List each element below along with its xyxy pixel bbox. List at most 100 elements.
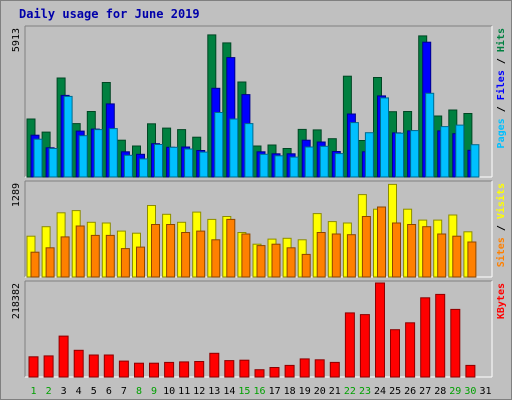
legend-item-sites: Sites	[495, 237, 507, 267]
bar-pages-day-7	[123, 154, 133, 178]
x-tick-label-13: 13	[208, 386, 220, 397]
bar-sites-day-28	[437, 233, 447, 278]
legend-kbytes: KBytes	[496, 283, 507, 319]
bar-kbytes-day-26	[405, 322, 416, 378]
bar-pages-day-4	[78, 135, 88, 178]
bar-sites-day-6	[105, 234, 115, 278]
legend-separator: /	[496, 219, 507, 237]
x-tick-label-31: 31	[479, 386, 491, 397]
bar-kbytes-day-19	[299, 358, 310, 378]
bar-pages-day-1	[33, 138, 43, 178]
bar-kbytes-day-23	[359, 314, 370, 378]
x-tick-label-10: 10	[163, 386, 175, 397]
bar-kbytes-day-15	[239, 359, 250, 378]
bar-kbytes-day-5	[88, 354, 99, 378]
bar-sites-day-9	[151, 224, 160, 278]
x-tick-label-28: 28	[434, 386, 446, 397]
x-tick-label-30: 30	[464, 386, 476, 397]
bar-sites-day-27	[422, 226, 432, 278]
x-tick-label-22: 22	[344, 386, 356, 397]
bar-sites-day-5	[90, 234, 100, 278]
bar-kbytes-day-17	[269, 367, 280, 378]
bar-sites-day-8	[136, 246, 145, 278]
bar-pages-day-28	[440, 126, 450, 178]
bar-pages-day-27	[425, 92, 435, 178]
bar-pages-day-10	[169, 146, 179, 178]
bar-sites-day-4	[75, 225, 85, 278]
bar-kbytes-day-21	[329, 361, 340, 378]
x-tick-label-2: 2	[46, 386, 52, 397]
x-tick-label-25: 25	[389, 386, 401, 397]
bar-pages-day-3	[63, 95, 73, 178]
bar-kbytes-day-30	[465, 364, 476, 378]
max-value-label: 5913	[11, 28, 22, 52]
bar-pages-day-22	[349, 122, 359, 178]
max-value-label: 218382	[11, 283, 22, 319]
legend-item-kbytes: KBytes	[496, 283, 507, 319]
bar-kbytes-day-2	[43, 355, 54, 378]
bar-pages-day-11	[184, 148, 194, 178]
bar-sites-day-30	[467, 241, 477, 278]
bar-pages-day-17	[274, 155, 284, 178]
bar-sites-day-22	[346, 234, 356, 278]
bar-pages-day-15	[244, 123, 254, 178]
legend-item-visits: Visits	[495, 183, 507, 219]
bar-pages-day-8	[139, 158, 148, 178]
legend-separator: /	[496, 100, 507, 118]
bar-kbytes-day-10	[164, 361, 175, 378]
bar-pages-day-12	[199, 151, 209, 178]
bar-kbytes-day-3	[58, 335, 69, 378]
x-tick-label-5: 5	[91, 386, 97, 397]
x-tick-label-15: 15	[238, 386, 250, 397]
x-tick-label-7: 7	[121, 386, 127, 397]
x-tick-label-21: 21	[329, 386, 341, 397]
x-tick-label-16: 16	[253, 386, 265, 397]
legend-hits-files-pages: Pages / Files / Hits	[495, 28, 507, 148]
bar-kbytes-day-13	[209, 352, 220, 378]
bar-pages-day-18	[289, 156, 299, 178]
bar-sites-day-7	[120, 248, 130, 278]
legend-item-hits: Hits	[495, 28, 507, 52]
bar-sites-day-23	[361, 216, 371, 278]
bar-kbytes-day-4	[73, 349, 84, 378]
bar-sites-day-24	[377, 206, 386, 278]
bar-kbytes-day-12	[194, 361, 205, 378]
legend-visits-sites: Sites / Visits	[495, 183, 507, 267]
bar-kbytes-day-7	[118, 360, 129, 378]
bar-sites-day-1	[30, 251, 40, 278]
bar-sites-day-15	[241, 233, 251, 278]
bar-sites-day-16	[256, 245, 266, 278]
bar-sites-day-21	[331, 233, 341, 278]
bar-sites-day-12	[196, 230, 206, 278]
bar-pages-day-5	[93, 129, 103, 178]
bar-kbytes-day-25	[390, 329, 400, 378]
bar-kbytes-day-24	[375, 282, 385, 378]
bar-sites-day-29	[452, 235, 462, 278]
bar-pages-day-21	[334, 153, 344, 178]
x-tick-label-6: 6	[106, 386, 112, 397]
bar-sites-day-2	[45, 247, 55, 278]
x-tick-label-9: 9	[151, 386, 157, 397]
x-tick-label-20: 20	[314, 386, 326, 397]
bar-kbytes-day-22	[344, 312, 355, 378]
bar-sites-day-17	[271, 243, 281, 278]
bar-pages-day-2	[48, 148, 58, 178]
bar-sites-day-25	[392, 222, 401, 278]
x-tick-label-18: 18	[284, 386, 296, 397]
x-tick-label-23: 23	[359, 386, 371, 397]
x-tick-label-19: 19	[299, 386, 311, 397]
bar-pages-day-26	[410, 130, 420, 178]
bar-kbytes-day-11	[179, 361, 190, 378]
bar-sites-day-19	[301, 253, 311, 278]
bar-sites-day-3	[60, 236, 70, 278]
bar-kbytes-day-28	[435, 293, 446, 378]
bar-kbytes-day-1	[28, 356, 39, 378]
bar-pages-day-20	[319, 145, 329, 178]
legend-separator: /	[496, 52, 507, 70]
bar-sites-day-20	[316, 232, 326, 278]
bar-pages-day-24	[380, 97, 389, 178]
x-tick-label-26: 26	[404, 386, 416, 397]
x-tick-label-11: 11	[178, 386, 190, 397]
bar-sites-day-10	[166, 224, 176, 278]
